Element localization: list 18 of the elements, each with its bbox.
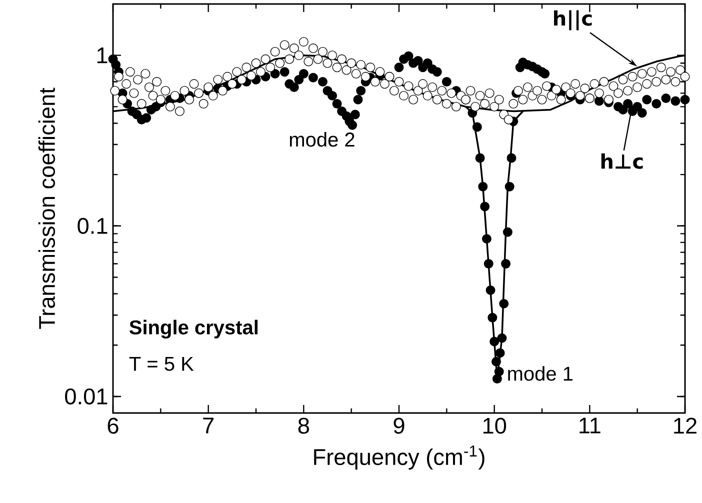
x-tick-label: 10 <box>483 418 506 434</box>
annotation: h⊥c <box>601 153 643 169</box>
y-tick-label: 0.1 <box>78 218 108 234</box>
annotation: mode 1 <box>508 366 572 381</box>
x-tick-label: 7 <box>203 418 214 434</box>
annotation: h||c <box>554 10 592 30</box>
x-tick-label: 9 <box>394 418 404 434</box>
x-tick-label: 8 <box>298 418 309 434</box>
x-tick-label: 12 <box>674 418 696 434</box>
y-tick-label: 1 <box>97 48 108 64</box>
x-tick-label: 11 <box>580 418 600 434</box>
x-axis-title: Frequency (cm$^{-1}$) <box>314 446 484 470</box>
annotation: Single crystal <box>129 320 258 339</box>
x-tick-label: 6 <box>108 418 118 434</box>
annotation: mode 2 <box>290 132 354 147</box>
y-tick-label: 0.01 <box>65 388 108 405</box>
y-axis-title: Transmission coefficient <box>38 88 56 329</box>
annotation: T = 5 K <box>129 356 194 371</box>
